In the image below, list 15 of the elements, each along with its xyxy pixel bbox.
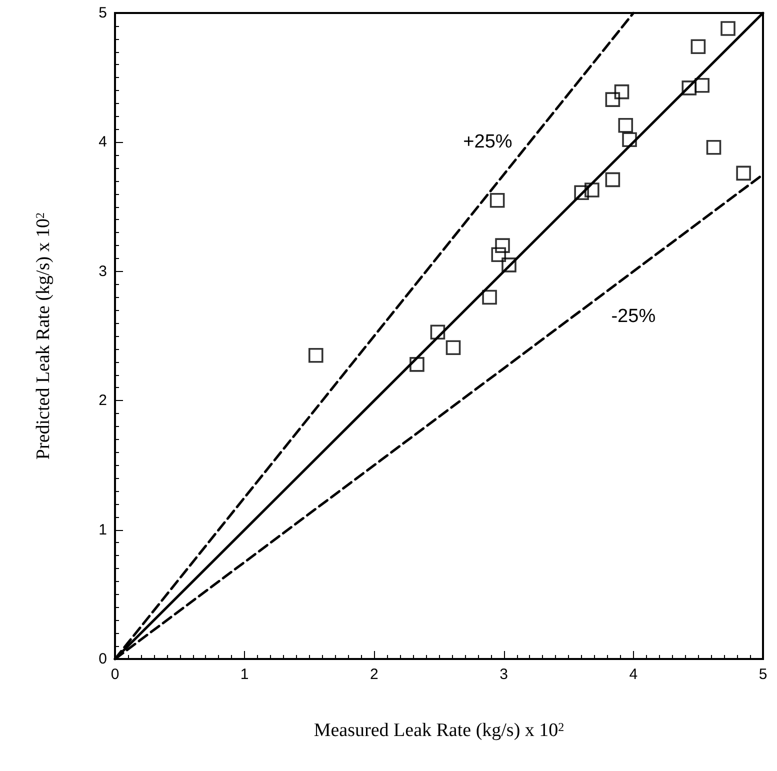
x-tick-label: 1 [240,666,249,683]
y-tick-label: 2 [98,392,107,410]
x-tick-label: 5 [758,666,768,683]
y-tick-label: 3 [98,262,107,280]
y-tick-label: 4 [98,134,107,151]
x-tick-label: 4 [629,666,638,683]
y-axis-title: Predicted Leak Rate (kg/s) x 102 [33,212,54,460]
x-tick-label: 0 [110,666,120,683]
series-label: -25% [611,306,656,327]
y-tick-label: 5 [98,4,107,22]
x-tick-label: 2 [370,666,378,683]
y-tick-label: 0 [98,650,107,668]
series-label: +25% [463,132,512,153]
y-tick-label: 1 [98,521,107,538]
x-tick-label: 3 [500,666,508,683]
